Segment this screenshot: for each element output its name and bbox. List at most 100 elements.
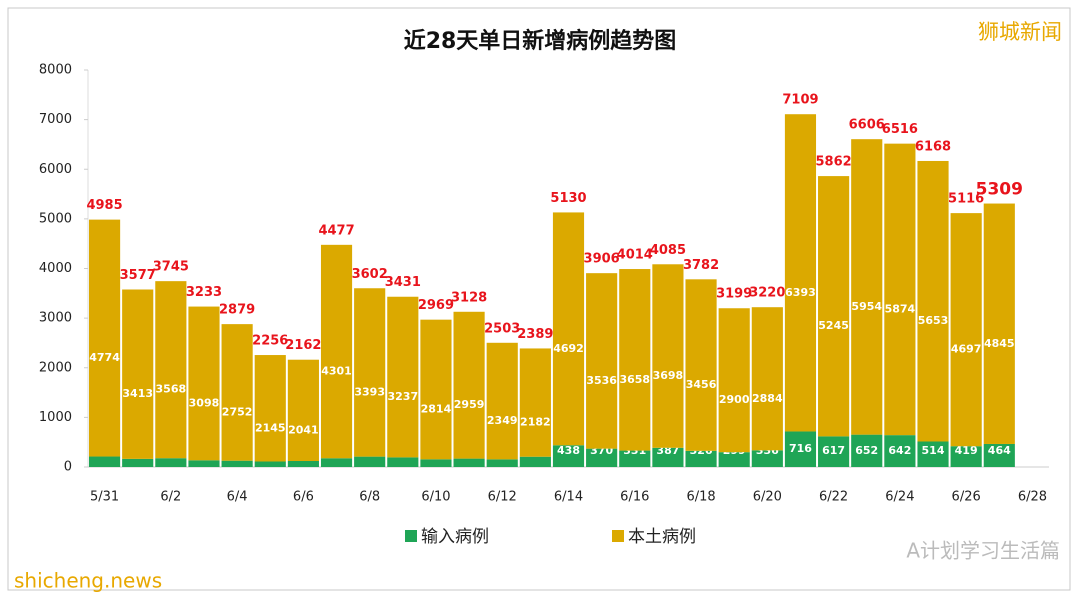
bar-segment [818, 176, 850, 437]
value-label: 4301 [321, 365, 352, 378]
bar-segment [320, 244, 353, 459]
x-tick-label: 6/18 [686, 490, 715, 505]
bar-segment [718, 308, 750, 453]
legend-swatch [612, 530, 624, 542]
value-label: 2814 [421, 402, 452, 415]
y-tick-label: 8000 [39, 63, 72, 78]
bar-segment [917, 160, 949, 442]
bar-segment [884, 143, 916, 436]
value-label: 642 [888, 444, 911, 457]
value-label: 5245 [818, 319, 849, 332]
bar-segment [884, 435, 916, 467]
bar-segment [718, 452, 750, 467]
bar-segment [155, 458, 187, 467]
value-label: 716 [789, 442, 812, 455]
bar-segment [950, 446, 982, 467]
value-label: 514 [922, 444, 945, 457]
chart-title: 近28天单日新增病例趋势图 [404, 28, 677, 54]
x-tick-label: 6/10 [421, 490, 450, 505]
watermark: shicheng.news [14, 569, 162, 593]
bar-segment [486, 342, 518, 460]
x-tick-label: 6/8 [359, 490, 380, 505]
legend-swatch [405, 530, 417, 542]
total-label: 3602 [352, 267, 388, 282]
bar-segment [188, 306, 220, 461]
total-label: 2969 [418, 298, 454, 313]
total-label: 3233 [186, 285, 222, 300]
x-tick-label: 6/2 [160, 490, 181, 505]
bar-segment [155, 281, 187, 459]
value-label: 464 [988, 444, 1011, 457]
value-label: 3568 [156, 383, 187, 396]
total-label: 7109 [782, 93, 818, 108]
value-label: 2041 [288, 423, 319, 436]
total-label: 2162 [285, 338, 321, 353]
bar-segment [287, 359, 319, 461]
value-label: 4774 [89, 351, 120, 364]
bar-segment [685, 279, 717, 451]
x-tick-label: 6/28 [1018, 490, 1047, 505]
bar-segment [122, 458, 154, 467]
total-label: 3745 [153, 260, 189, 275]
total-label: 2256 [252, 334, 288, 349]
bar-segment [818, 436, 850, 467]
bar-segment [619, 269, 651, 451]
value-label: 2752 [222, 405, 253, 418]
y-tick-label: 3000 [39, 311, 72, 326]
watermark: A计划学习生活篇 [906, 539, 1060, 563]
bar-segment [287, 460, 319, 467]
bar-segment [453, 311, 485, 459]
x-tick-label: 6/26 [952, 490, 981, 505]
total-label: 3220 [749, 286, 785, 301]
bar-segment [552, 445, 585, 467]
x-tick-label: 6/4 [227, 490, 248, 505]
bar-segment [652, 447, 684, 467]
value-label: 5874 [885, 302, 916, 315]
total-label: 5309 [976, 180, 1023, 200]
x-tick-label: 6/20 [753, 490, 782, 505]
value-label: 6393 [785, 286, 816, 299]
bar-segment [751, 450, 783, 467]
value-label: 3237 [387, 390, 418, 403]
legend-label: 输入病例 [421, 527, 489, 547]
total-label: 4085 [650, 243, 686, 258]
total-label: 2503 [484, 321, 520, 336]
x-tick-label: 5/31 [90, 490, 119, 505]
bar-segment [254, 461, 286, 467]
bar-segment [851, 434, 883, 467]
value-label: 4692 [553, 342, 584, 355]
bar-segment [320, 458, 353, 467]
total-label: 2879 [219, 303, 255, 318]
total-label: 5130 [550, 191, 586, 206]
y-tick-label: 5000 [39, 211, 72, 226]
x-tick-label: 6/14 [554, 490, 583, 505]
value-label: 3393 [354, 385, 385, 398]
total-label: 5862 [816, 155, 852, 170]
bar-segment [552, 212, 585, 446]
total-label: 4014 [617, 248, 653, 263]
value-label: 3098 [189, 396, 220, 409]
bar-segment [254, 355, 286, 462]
value-label: 419 [955, 444, 978, 457]
x-tick-label: 6/6 [293, 490, 314, 505]
value-label: 2884 [752, 392, 783, 405]
bar-segment [122, 289, 154, 459]
value-label: 5954 [851, 300, 882, 313]
x-tick-label: 6/16 [620, 490, 649, 505]
bar-segment [851, 139, 883, 435]
value-label: 3536 [586, 374, 617, 387]
bar-segment [354, 456, 386, 467]
total-label: 4477 [318, 223, 354, 238]
bar-segment [917, 441, 949, 467]
total-label: 3199 [716, 287, 752, 302]
bar-segment [983, 443, 1015, 467]
bar-segment [221, 460, 253, 467]
bar-segment [486, 459, 518, 467]
total-label: 3128 [451, 290, 487, 305]
bar-segment [784, 431, 817, 467]
total-label: 6168 [915, 139, 951, 154]
legend-label: 本土病例 [628, 527, 696, 547]
x-tick-label: 6/24 [885, 490, 914, 505]
value-label: 5653 [918, 314, 949, 327]
